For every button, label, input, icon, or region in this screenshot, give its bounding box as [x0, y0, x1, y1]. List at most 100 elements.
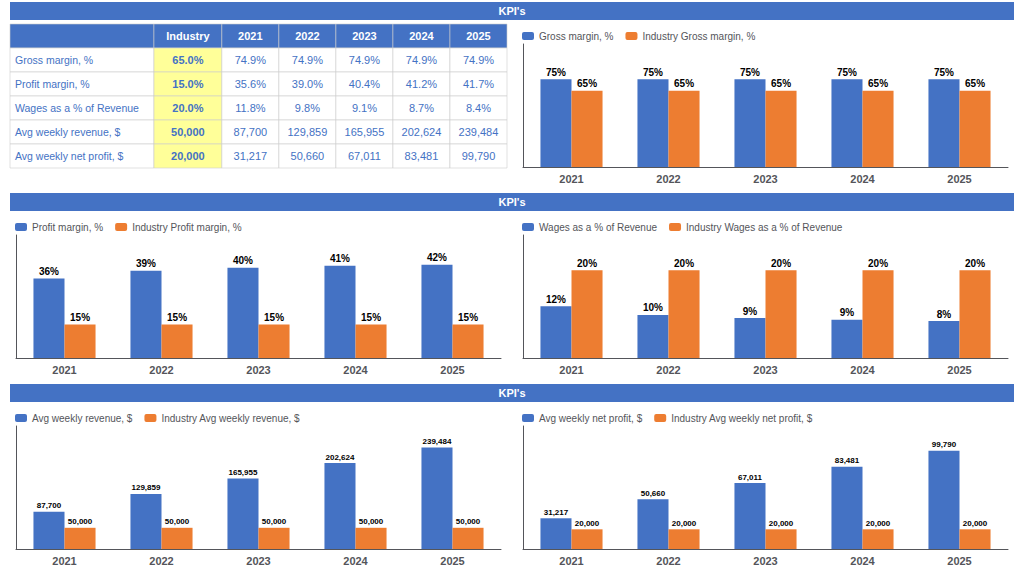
svg-text:239,484: 239,484 — [423, 437, 452, 446]
svg-text:KPI's: KPI's — [498, 5, 525, 17]
svg-text:12%: 12% — [546, 294, 566, 305]
svg-text:2021: 2021 — [559, 364, 583, 376]
svg-text:2022: 2022 — [656, 173, 680, 185]
svg-text:74.9%: 74.9% — [235, 54, 266, 66]
svg-text:74.9%: 74.9% — [292, 54, 323, 66]
svg-text:2023: 2023 — [753, 173, 777, 185]
svg-text:65%: 65% — [868, 78, 888, 89]
svg-text:20,000: 20,000 — [171, 150, 205, 162]
svg-text:15%: 15% — [361, 312, 381, 323]
svg-text:2025: 2025 — [947, 364, 971, 376]
svg-text:20,000: 20,000 — [963, 519, 988, 528]
svg-text:20%: 20% — [674, 258, 694, 269]
svg-text:15.0%: 15.0% — [172, 78, 203, 90]
svg-text:Gross margin, %: Gross margin, % — [15, 54, 93, 66]
svg-text:67,011: 67,011 — [738, 473, 763, 482]
svg-text:20%: 20% — [577, 258, 597, 269]
svg-text:15%: 15% — [458, 312, 478, 323]
svg-text:2023: 2023 — [753, 364, 777, 376]
svg-text:20,000: 20,000 — [866, 519, 891, 528]
svg-text:20,000: 20,000 — [575, 519, 600, 528]
svg-text:KPI's: KPI's — [498, 196, 525, 208]
svg-text:31,217: 31,217 — [234, 150, 268, 162]
svg-text:Profit margin, %: Profit margin, % — [15, 78, 90, 90]
svg-text:8%: 8% — [937, 309, 952, 320]
svg-text:65.0%: 65.0% — [172, 54, 203, 66]
svg-text:9.1%: 9.1% — [352, 102, 377, 114]
svg-text:39.0%: 39.0% — [292, 78, 323, 90]
svg-text:39%: 39% — [136, 258, 156, 269]
svg-text:99,790: 99,790 — [932, 440, 957, 449]
svg-text:Avg weekly revenue, $: Avg weekly revenue, $ — [15, 126, 121, 138]
svg-text:15%: 15% — [167, 312, 187, 323]
svg-text:2022: 2022 — [656, 555, 680, 567]
svg-text:Industry Profit margin, %: Industry Profit margin, % — [132, 222, 242, 233]
svg-text:75%: 75% — [740, 67, 760, 78]
svg-text:2025: 2025 — [440, 555, 464, 567]
svg-text:50,000: 50,000 — [262, 517, 287, 526]
svg-text:Avg weekly net profit, $: Avg weekly net profit, $ — [539, 413, 643, 424]
svg-text:2024: 2024 — [850, 364, 875, 376]
svg-text:Industry Gross margin, %: Industry Gross margin, % — [642, 31, 755, 42]
svg-text:10%: 10% — [643, 302, 663, 313]
svg-text:Avg weekly revenue, $: Avg weekly revenue, $ — [32, 413, 133, 424]
svg-text:2021: 2021 — [559, 555, 583, 567]
svg-text:239,484: 239,484 — [459, 126, 499, 138]
svg-text:50,000: 50,000 — [165, 517, 190, 526]
svg-text:Industry Wages as a % of Reven: Industry Wages as a % of Revenue — [686, 222, 843, 233]
svg-text:2022: 2022 — [149, 364, 173, 376]
svg-text:83,481: 83,481 — [835, 456, 860, 465]
svg-text:Industry: Industry — [166, 30, 210, 42]
svg-text:75%: 75% — [643, 67, 663, 78]
svg-text:87,700: 87,700 — [234, 126, 268, 138]
svg-text:Gross margin, %: Gross margin, % — [539, 31, 614, 42]
svg-text:129,859: 129,859 — [132, 483, 161, 492]
svg-text:50,000: 50,000 — [68, 517, 93, 526]
svg-text:50,000: 50,000 — [359, 517, 384, 526]
svg-text:129,859: 129,859 — [288, 126, 328, 138]
svg-text:2021: 2021 — [52, 555, 76, 567]
svg-text:40%: 40% — [233, 255, 253, 266]
svg-text:83,481: 83,481 — [405, 150, 439, 162]
svg-text:20%: 20% — [868, 258, 888, 269]
svg-text:42%: 42% — [427, 252, 447, 263]
svg-text:20%: 20% — [965, 258, 985, 269]
svg-text:2024: 2024 — [850, 555, 875, 567]
svg-text:50,660: 50,660 — [641, 489, 666, 498]
svg-text:2021: 2021 — [559, 173, 583, 185]
svg-text:74.9%: 74.9% — [349, 54, 380, 66]
svg-text:2023: 2023 — [753, 555, 777, 567]
svg-text:20%: 20% — [771, 258, 791, 269]
svg-text:15%: 15% — [70, 312, 90, 323]
svg-text:65%: 65% — [577, 78, 597, 89]
svg-text:20,000: 20,000 — [672, 519, 697, 528]
svg-text:74.9%: 74.9% — [463, 54, 494, 66]
svg-text:20,000: 20,000 — [769, 519, 794, 528]
svg-text:50,660: 50,660 — [291, 150, 325, 162]
svg-text:2024: 2024 — [409, 30, 434, 42]
svg-text:9.8%: 9.8% — [295, 102, 320, 114]
svg-text:75%: 75% — [934, 67, 954, 78]
svg-text:75%: 75% — [546, 67, 566, 78]
svg-text:75%: 75% — [837, 67, 857, 78]
svg-text:36%: 36% — [39, 266, 59, 277]
svg-text:202,624: 202,624 — [402, 126, 442, 138]
svg-text:40.4%: 40.4% — [349, 78, 380, 90]
svg-text:2023: 2023 — [246, 555, 270, 567]
svg-text:9%: 9% — [743, 306, 758, 317]
svg-text:8.4%: 8.4% — [466, 102, 491, 114]
svg-text:2025: 2025 — [440, 364, 464, 376]
svg-text:41%: 41% — [330, 253, 350, 264]
svg-text:Wages as a % of Revenue: Wages as a % of Revenue — [15, 102, 139, 114]
svg-text:8.7%: 8.7% — [409, 102, 434, 114]
svg-text:11.8%: 11.8% — [235, 102, 266, 114]
svg-text:99,790: 99,790 — [462, 150, 496, 162]
svg-text:65%: 65% — [965, 78, 985, 89]
svg-text:87,700: 87,700 — [37, 501, 62, 510]
svg-text:50,000: 50,000 — [171, 126, 205, 138]
svg-text:KPI's: KPI's — [498, 387, 525, 399]
svg-text:41.7%: 41.7% — [463, 78, 494, 90]
svg-text:2022: 2022 — [656, 364, 680, 376]
svg-text:2021: 2021 — [238, 30, 262, 42]
svg-text:2024: 2024 — [343, 364, 368, 376]
